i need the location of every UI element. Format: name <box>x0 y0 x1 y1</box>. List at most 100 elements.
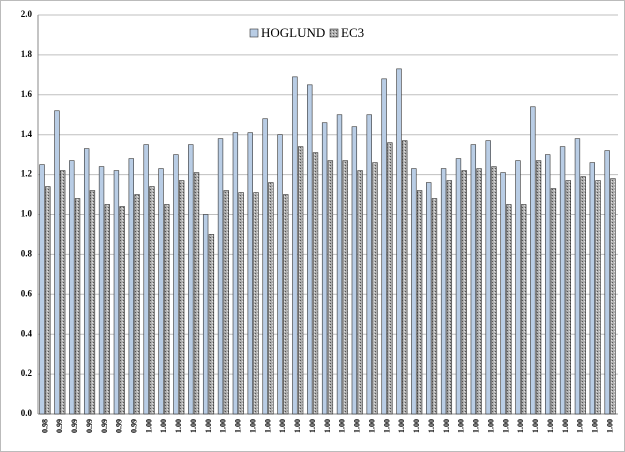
x-tick-label: 1.00 <box>457 419 466 433</box>
bar <box>193 172 200 415</box>
bar <box>202 214 209 415</box>
bar <box>476 168 482 415</box>
bar <box>545 154 551 415</box>
bar <box>431 198 438 415</box>
x-tick-label: 1.00 <box>486 419 495 433</box>
bar <box>83 148 90 415</box>
x-tick-label: 1.00 <box>382 419 391 433</box>
legend-swatch <box>249 28 259 38</box>
x-tick-label: 1.00 <box>531 419 540 433</box>
bar <box>113 170 120 415</box>
bar <box>321 122 328 415</box>
bar <box>283 194 289 415</box>
bar <box>387 142 393 415</box>
x-tick-label: 1.00 <box>263 419 272 433</box>
bar <box>336 114 343 415</box>
bar <box>610 178 616 415</box>
x-tick-label: 1.00 <box>204 419 213 433</box>
x-tick-label: 1.00 <box>159 419 168 433</box>
bar <box>188 144 194 415</box>
x-tick-label: 1.00 <box>591 419 600 433</box>
bar <box>45 186 51 415</box>
bar <box>164 204 170 415</box>
x-tick-label: 1.00 <box>367 419 376 433</box>
y-tick-label: 1.0 <box>21 209 33 219</box>
bar <box>119 206 125 415</box>
x-tick-label: 1.00 <box>248 419 257 433</box>
bar <box>208 234 215 415</box>
bar <box>357 170 363 415</box>
bar <box>426 182 432 415</box>
bar <box>312 152 319 415</box>
bar <box>54 110 60 415</box>
x-tick-label: 1.00 <box>323 419 332 433</box>
x-tick-label: 0.99 <box>70 419 79 433</box>
y-tick-label: 0.0 <box>21 408 33 418</box>
bar <box>238 192 244 415</box>
bar <box>149 186 155 415</box>
bar <box>158 168 164 415</box>
legend-label: HOGLUND <box>261 25 325 40</box>
bar <box>521 204 527 415</box>
bar <box>128 158 134 415</box>
bar <box>297 146 304 415</box>
bar <box>411 168 417 415</box>
bar <box>262 118 268 415</box>
x-tick-label: 0.99 <box>100 419 109 433</box>
bar <box>402 140 408 415</box>
bar <box>470 144 477 415</box>
bar <box>535 160 542 415</box>
legend-label: EC3 <box>341 25 364 40</box>
bar <box>396 68 402 415</box>
x-tick-label: 0.99 <box>55 419 64 433</box>
bar <box>416 190 423 415</box>
bar <box>173 154 179 415</box>
x-tick-label: 0.98 <box>40 419 49 433</box>
bar <box>60 170 66 415</box>
bar <box>217 138 224 415</box>
bar <box>491 166 497 415</box>
bar <box>292 76 298 415</box>
bar <box>440 168 447 415</box>
bar <box>381 78 387 415</box>
x-tick-label: 1.00 <box>501 419 510 433</box>
bar <box>253 192 259 415</box>
y-tick-label: 0.2 <box>21 368 33 378</box>
bar <box>559 146 566 415</box>
bar <box>39 164 45 415</box>
y-tick-label: 0.6 <box>21 288 33 298</box>
bar <box>461 170 467 415</box>
x-tick-label: 0.99 <box>115 419 124 433</box>
bar <box>247 132 253 415</box>
bar <box>134 194 140 415</box>
bar <box>98 166 105 415</box>
bar <box>506 204 512 415</box>
bar <box>351 126 358 415</box>
bar <box>372 162 378 415</box>
x-tick-label: 1.00 <box>397 419 406 433</box>
x-tick-label: 1.00 <box>412 419 421 433</box>
x-tick-label: 1.00 <box>546 419 555 433</box>
y-tick-label: 1.6 <box>21 89 33 99</box>
x-tick-label: 1.00 <box>293 419 302 433</box>
bar <box>565 180 572 415</box>
x-tick-label: 1.00 <box>144 419 153 433</box>
x-tick-label: 1.00 <box>605 419 614 433</box>
bar <box>455 158 462 415</box>
bar <box>485 140 491 415</box>
x-tick-label: 1.00 <box>234 419 243 433</box>
bar <box>74 198 81 415</box>
y-tick-label: 2.0 <box>21 9 33 19</box>
bar <box>550 188 557 415</box>
x-tick-label: 1.00 <box>442 419 451 433</box>
x-tick-label: 0.99 <box>85 419 94 433</box>
bar <box>104 204 110 415</box>
bar <box>574 138 581 415</box>
x-tick-label: 1.00 <box>174 419 183 433</box>
x-tick-label: 1.00 <box>576 419 585 433</box>
bar <box>446 180 453 415</box>
bar <box>580 176 586 415</box>
x-tick-label: 1.00 <box>219 419 228 433</box>
